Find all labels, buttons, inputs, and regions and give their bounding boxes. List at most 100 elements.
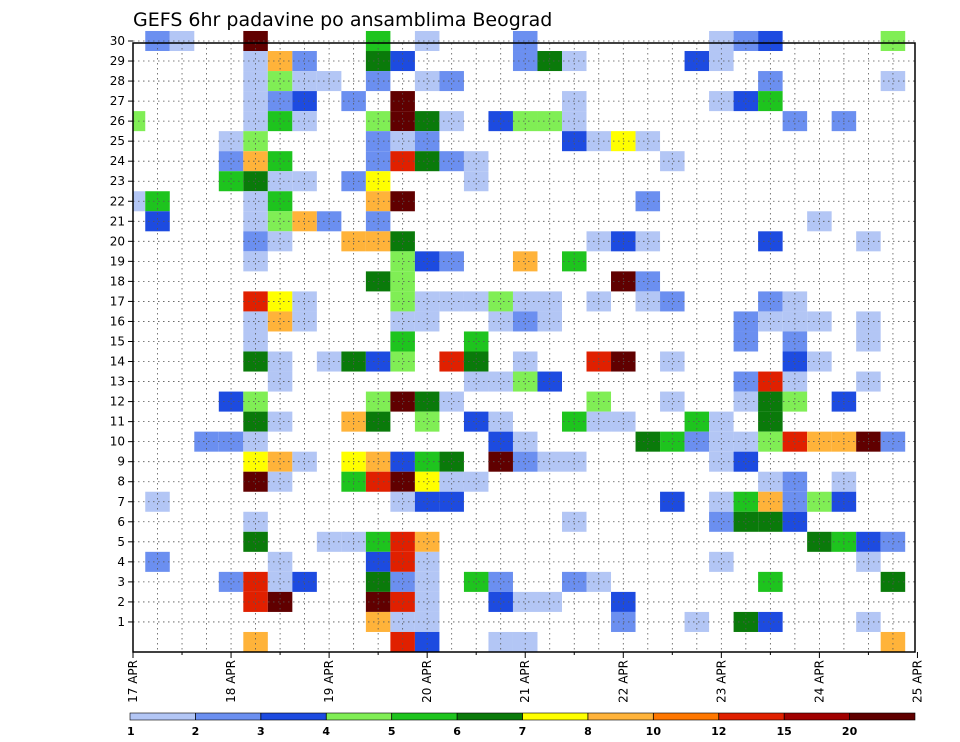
heatmap-cell (733, 611, 759, 632)
heatmap-cell (267, 451, 293, 472)
heatmap-cell (880, 571, 906, 592)
heatmap-cell (758, 511, 783, 532)
colorbar-label: 10 (646, 725, 662, 738)
y-tick-label: 6 (117, 515, 125, 529)
heatmap-cell (463, 411, 489, 432)
heatmap-cell (267, 91, 293, 112)
heatmap-cell (243, 111, 268, 132)
colorbar-label: 6 (453, 725, 461, 738)
heatmap-cell (267, 571, 293, 592)
y-tick-label: 27 (110, 94, 125, 108)
heatmap-cell (709, 511, 734, 532)
y-tick-label: 14 (110, 355, 125, 369)
heatmap-cell (684, 51, 710, 72)
heatmap-cell (414, 411, 440, 432)
heatmap-cell (512, 111, 538, 132)
heatmap-cell (292, 171, 317, 192)
colorbar-swatch (522, 713, 588, 720)
colorbar-swatch (326, 713, 392, 720)
colorbar-label: 15 (777, 725, 792, 738)
colorbar-swatch (130, 713, 196, 720)
heatmap-cell (218, 571, 244, 592)
heatmap-cell (439, 471, 464, 492)
heatmap-cell (218, 151, 244, 172)
heatmap-cell (267, 551, 293, 572)
heatmap-cell (439, 291, 464, 312)
heatmap-cell (243, 431, 268, 452)
heatmap-cell (390, 591, 415, 612)
heatmap-cell (488, 311, 513, 332)
y-tick-label: 29 (110, 54, 125, 68)
heatmap-cell (660, 431, 685, 452)
heatmap-cell (243, 591, 268, 612)
heatmap-cell (267, 371, 293, 392)
y-tick-label: 5 (117, 535, 125, 549)
heatmap-cell (709, 51, 734, 72)
y-tick-label: 30 (110, 34, 125, 48)
heatmap-cell (218, 431, 244, 452)
heatmap-cell (243, 151, 268, 172)
heatmap-cell (488, 591, 513, 612)
heatmap-cell (537, 111, 562, 132)
heatmap-cell (414, 471, 440, 492)
heatmap-cell (243, 571, 268, 592)
heatmap-cell (782, 371, 808, 392)
heatmap-cell (292, 311, 317, 332)
heatmap-cell (292, 451, 317, 472)
heatmap-cell (414, 491, 440, 512)
heatmap-cell (635, 291, 661, 312)
heatmap-cell (243, 191, 268, 212)
heatmap-cell (414, 111, 440, 132)
heatmap-cell (414, 591, 440, 612)
heatmap-cell (390, 471, 415, 492)
heatmap-cell (267, 71, 293, 92)
heatmap-cell (758, 611, 783, 632)
heatmap-cell (439, 251, 464, 272)
heatmap-cell (292, 71, 317, 92)
colorbar-swatch (391, 713, 458, 720)
heatmap-cell (243, 531, 268, 552)
heatmap-cell (414, 451, 440, 472)
heatmap-cell (390, 391, 415, 412)
colorbar-label: 2 (192, 725, 200, 738)
heatmap-cell (880, 30, 906, 52)
x-axis-ticks: 17 APR 18 APR 19 APR 20 APR 21 APR 22 APR 23 A… (126, 652, 924, 703)
heatmap-cell (243, 631, 268, 652)
heatmap-cell (414, 291, 440, 312)
heatmap-cell (782, 291, 808, 312)
y-tick-label: 1 (117, 615, 125, 629)
y-tick-label: 17 (110, 294, 125, 308)
heatmap-cell (292, 111, 317, 132)
heatmap-cell (512, 371, 538, 392)
heatmap-cell (439, 451, 464, 472)
y-tick-label: 11 (110, 415, 125, 429)
heatmap-cell (439, 151, 464, 172)
colorbar-swatch (587, 713, 654, 720)
heatmap-cell (463, 331, 489, 352)
y-tick-label: 7 (117, 495, 125, 509)
heatmap-cell (292, 291, 317, 312)
heatmap-cell (267, 151, 293, 172)
colorbar-label: 12 (711, 725, 726, 738)
x-tick-label: 18 APR (224, 660, 238, 703)
heatmap-cell (880, 631, 906, 652)
heatmap-cell (439, 71, 464, 92)
colorbar-swatch (784, 713, 850, 720)
heatmap-cell (414, 551, 440, 572)
heatmap-cell (243, 391, 268, 412)
heatmap-cell (782, 431, 808, 452)
heatmap-cell (243, 91, 268, 112)
colorbar-swatch (195, 713, 261, 720)
heatmap-cell (390, 131, 415, 152)
heatmap-cell (512, 311, 538, 332)
colorbar-swatch (457, 713, 523, 720)
heatmap-cell (488, 371, 513, 392)
heatmap-cell (782, 311, 808, 332)
heatmap-cell (243, 211, 268, 232)
heatmap-cell (267, 191, 293, 212)
heatmap-cell (145, 551, 170, 572)
heatmap-cell (512, 631, 538, 652)
colorbar-label: 8 (584, 725, 592, 738)
heatmap-cell (463, 351, 489, 372)
